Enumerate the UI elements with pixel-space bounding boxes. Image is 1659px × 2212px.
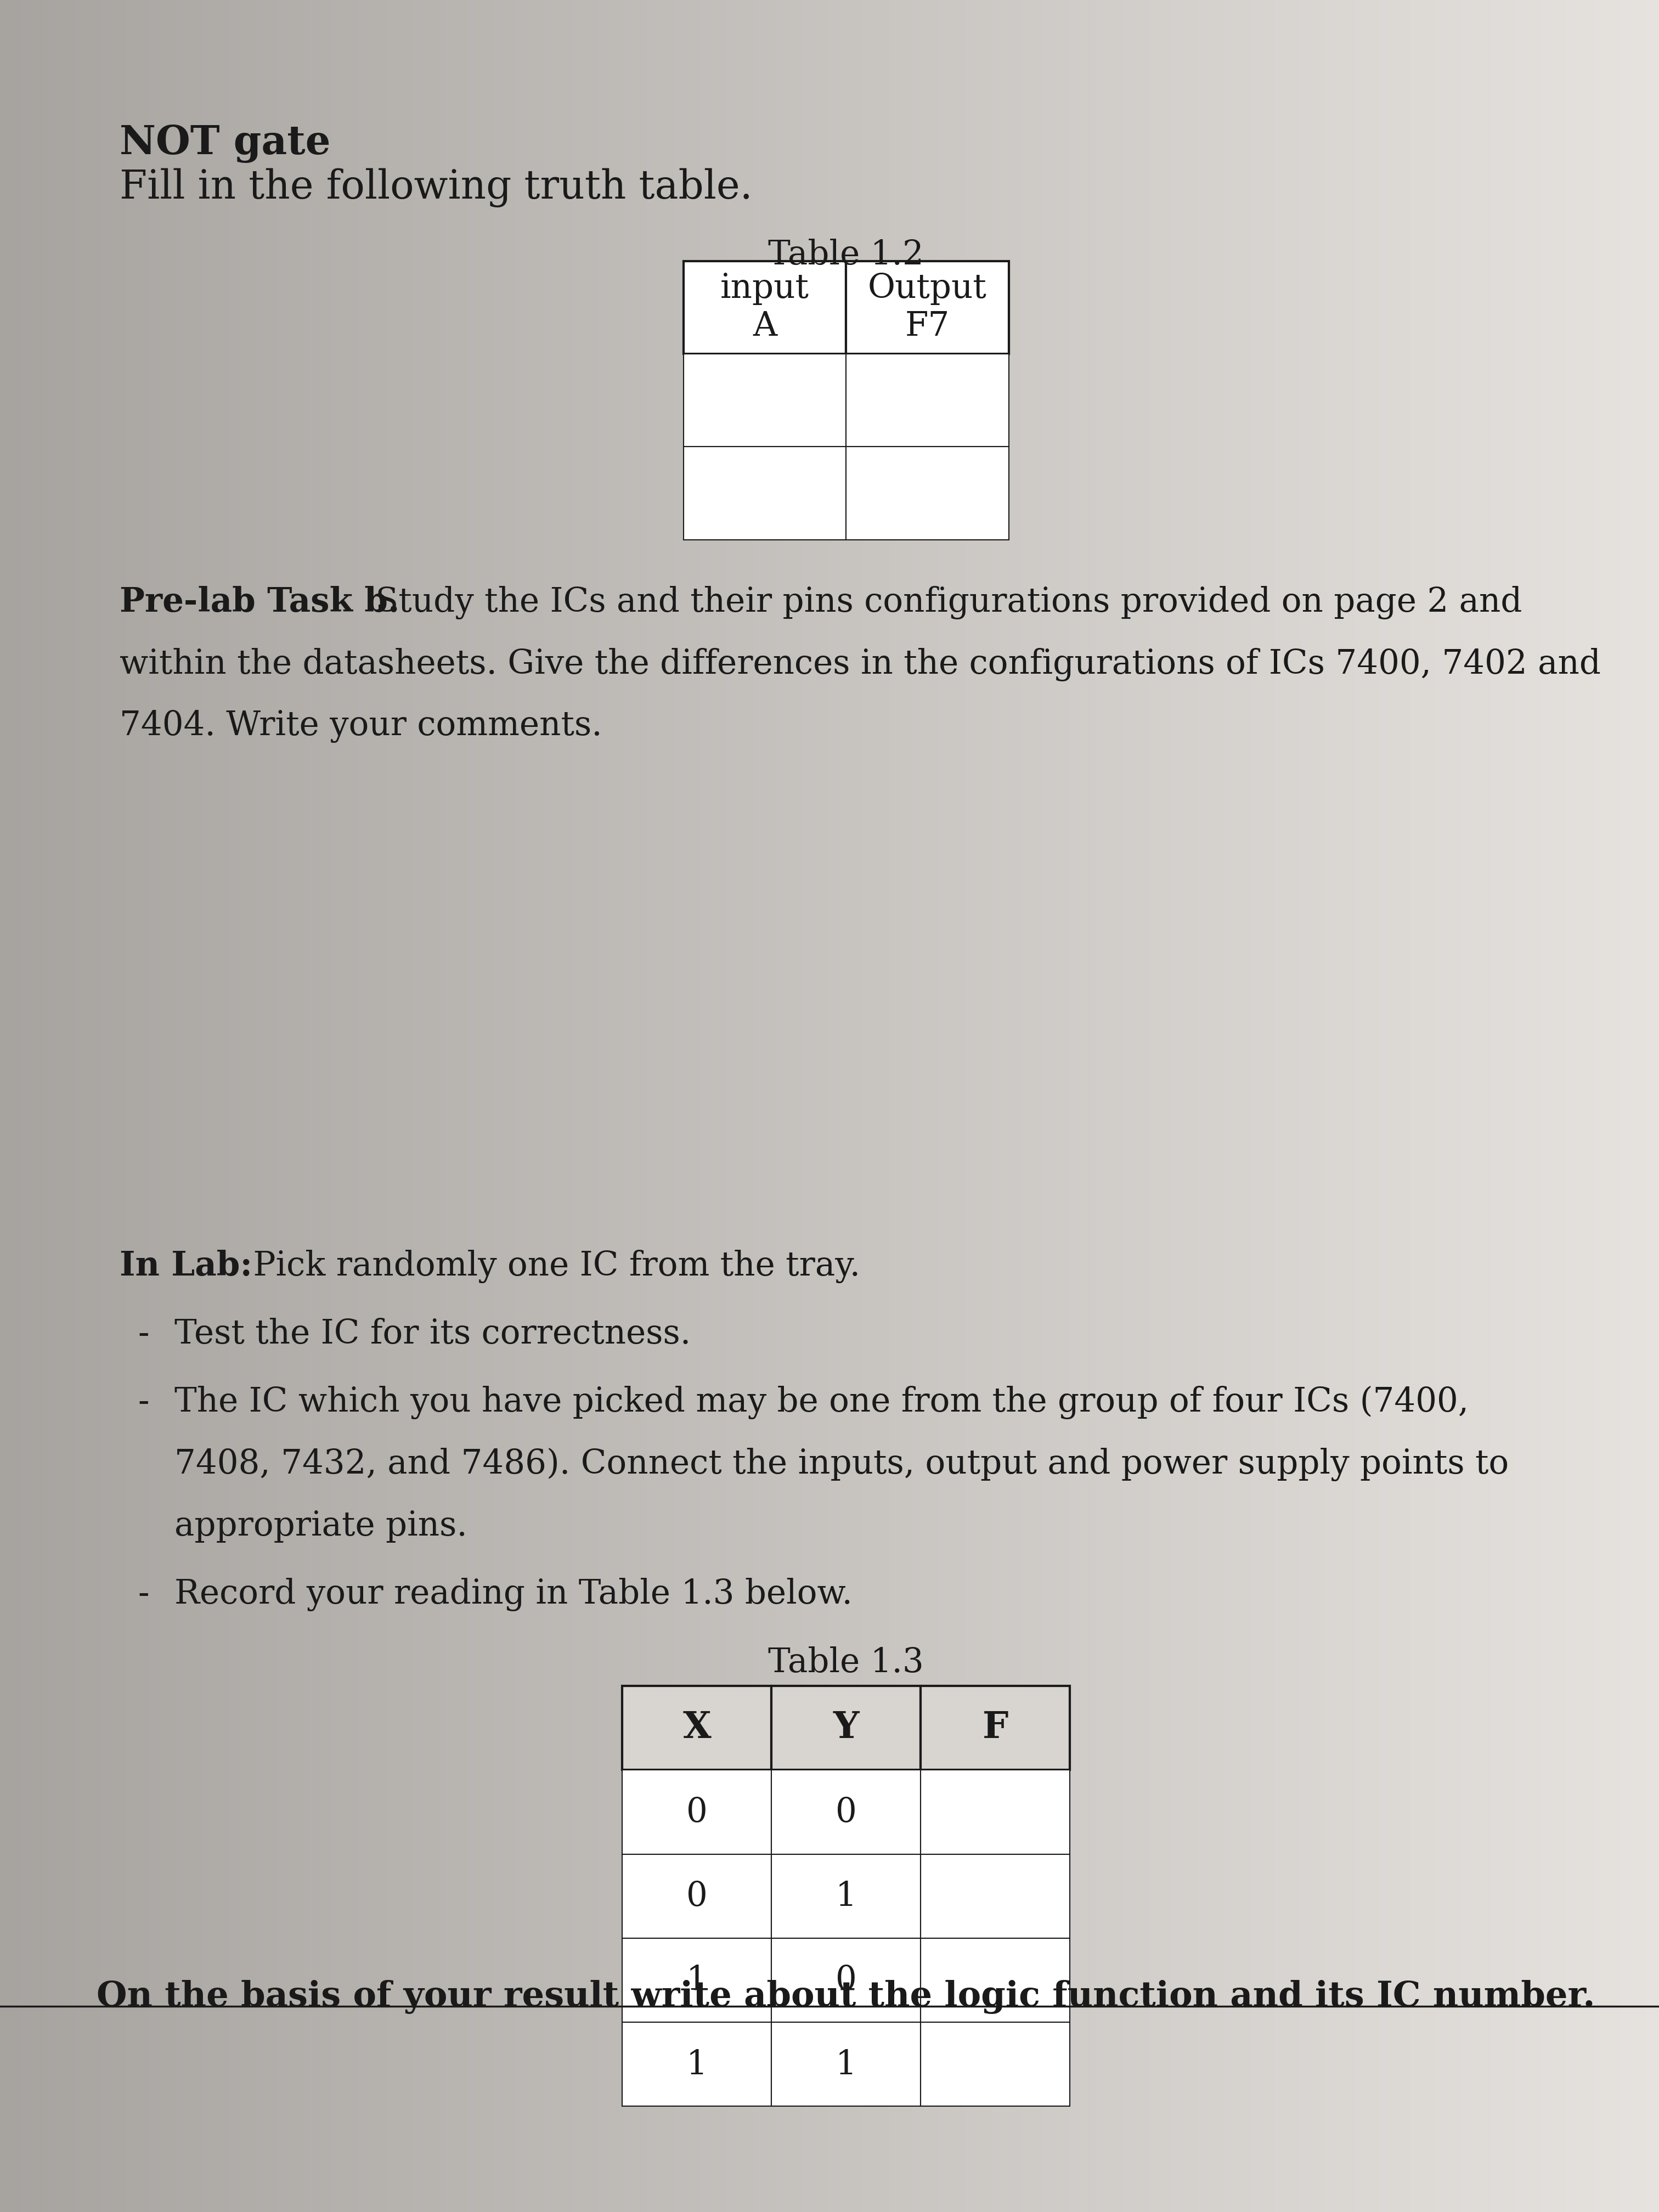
Text: within the datasheets. Give the differences in the configurations of ICs 7400, 7: within the datasheets. Give the differen… <box>119 648 1601 681</box>
Text: input
A: input A <box>720 272 810 343</box>
Text: 7404. Write your comments.: 7404. Write your comments. <box>119 710 602 743</box>
FancyBboxPatch shape <box>684 354 846 447</box>
Text: The IC which you have picked may be one from the group of four ICs (7400,: The IC which you have picked may be one … <box>174 1387 1468 1420</box>
Text: Table 1.2: Table 1.2 <box>768 239 924 272</box>
Text: In Lab:: In Lab: <box>119 1250 252 1283</box>
Text: Test the IC for its correctness.: Test the IC for its correctness. <box>174 1318 690 1352</box>
Text: 1: 1 <box>687 1964 707 1997</box>
Text: -: - <box>138 1387 149 1418</box>
FancyBboxPatch shape <box>921 1770 1070 1854</box>
Text: 1: 1 <box>687 2048 707 2081</box>
Text: -: - <box>138 1318 149 1352</box>
Text: appropriate pins.: appropriate pins. <box>174 1511 468 1542</box>
FancyBboxPatch shape <box>921 1938 1070 2022</box>
FancyBboxPatch shape <box>684 261 846 354</box>
FancyBboxPatch shape <box>622 1938 771 2022</box>
FancyBboxPatch shape <box>846 447 1009 540</box>
FancyBboxPatch shape <box>846 354 1009 447</box>
Text: 1: 1 <box>836 1880 856 1913</box>
FancyBboxPatch shape <box>622 2022 771 2106</box>
Text: -: - <box>138 1577 149 1610</box>
Text: F: F <box>982 1710 1009 1745</box>
Text: Output
F7: Output F7 <box>868 272 987 343</box>
FancyBboxPatch shape <box>771 1686 921 1770</box>
FancyBboxPatch shape <box>771 1854 921 1938</box>
Text: 7408, 7432, and 7486). Connect the inputs, output and power supply points to: 7408, 7432, and 7486). Connect the input… <box>174 1449 1508 1482</box>
FancyBboxPatch shape <box>921 1854 1070 1938</box>
Text: 0: 0 <box>687 1880 707 1913</box>
FancyBboxPatch shape <box>921 2022 1070 2106</box>
Text: 0: 0 <box>836 1796 856 1829</box>
Text: Pick randomly one IC from the tray.: Pick randomly one IC from the tray. <box>242 1250 859 1283</box>
Text: Pre-lab Task b.: Pre-lab Task b. <box>119 586 400 619</box>
Text: Study the ICs and their pins configurations provided on page 2 and: Study the ICs and their pins configurati… <box>365 586 1523 619</box>
Text: 1: 1 <box>836 2048 856 2081</box>
Text: 0: 0 <box>687 1796 707 1829</box>
Text: Fill in the following truth table.: Fill in the following truth table. <box>119 168 752 208</box>
Text: Y: Y <box>833 1710 859 1745</box>
FancyBboxPatch shape <box>921 1686 1070 1770</box>
Text: On the basis of your result write about the logic function and its IC number.: On the basis of your result write about … <box>96 1980 1596 2013</box>
Text: Table 1.3: Table 1.3 <box>768 1646 924 1679</box>
FancyBboxPatch shape <box>771 1770 921 1854</box>
FancyBboxPatch shape <box>771 1938 921 2022</box>
Text: NOT gate: NOT gate <box>119 124 330 164</box>
Text: 0: 0 <box>836 1964 856 1997</box>
FancyBboxPatch shape <box>622 1854 771 1938</box>
Text: X: X <box>682 1710 712 1745</box>
FancyBboxPatch shape <box>771 2022 921 2106</box>
FancyBboxPatch shape <box>622 1686 771 1770</box>
Text: Record your reading in Table 1.3 below.: Record your reading in Table 1.3 below. <box>174 1577 853 1613</box>
FancyBboxPatch shape <box>622 1770 771 1854</box>
FancyBboxPatch shape <box>684 447 846 540</box>
FancyBboxPatch shape <box>846 261 1009 354</box>
